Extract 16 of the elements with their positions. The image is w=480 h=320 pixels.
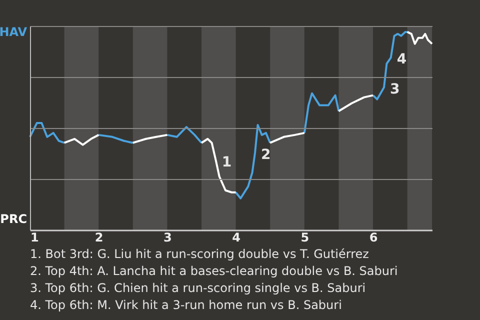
annotation: 4 [396,52,407,68]
x-tick-label: 3 [164,230,172,244]
text: 2. Top 4th: A. Lancha hit a bases-clearing double vs B. Saburi [30,263,398,280]
x-tick-label: 4 [232,230,240,244]
annotation: 2 [261,146,271,163]
x-tick-label: 2 [94,230,104,244]
text: PRC [0,212,28,226]
text: 4. Top 6th: M. Virk hit a 3-run home run vs B. Saburi [30,297,343,314]
x-tick-label: 6 [369,230,378,244]
annotation: 3 [390,81,400,98]
x-tick-label: 1 [30,230,39,244]
text: 1. Bot 3rd: G. Liu hit a run-scoring double vs T. Gutiérrez [30,246,370,263]
text: 3. Top 6th: G. Chien hit a run-scoring single vs B. Saburi [30,280,367,297]
annotation: 1 [222,154,232,171]
x-tick-label: 5 [300,230,310,244]
text: HAV [0,25,28,39]
